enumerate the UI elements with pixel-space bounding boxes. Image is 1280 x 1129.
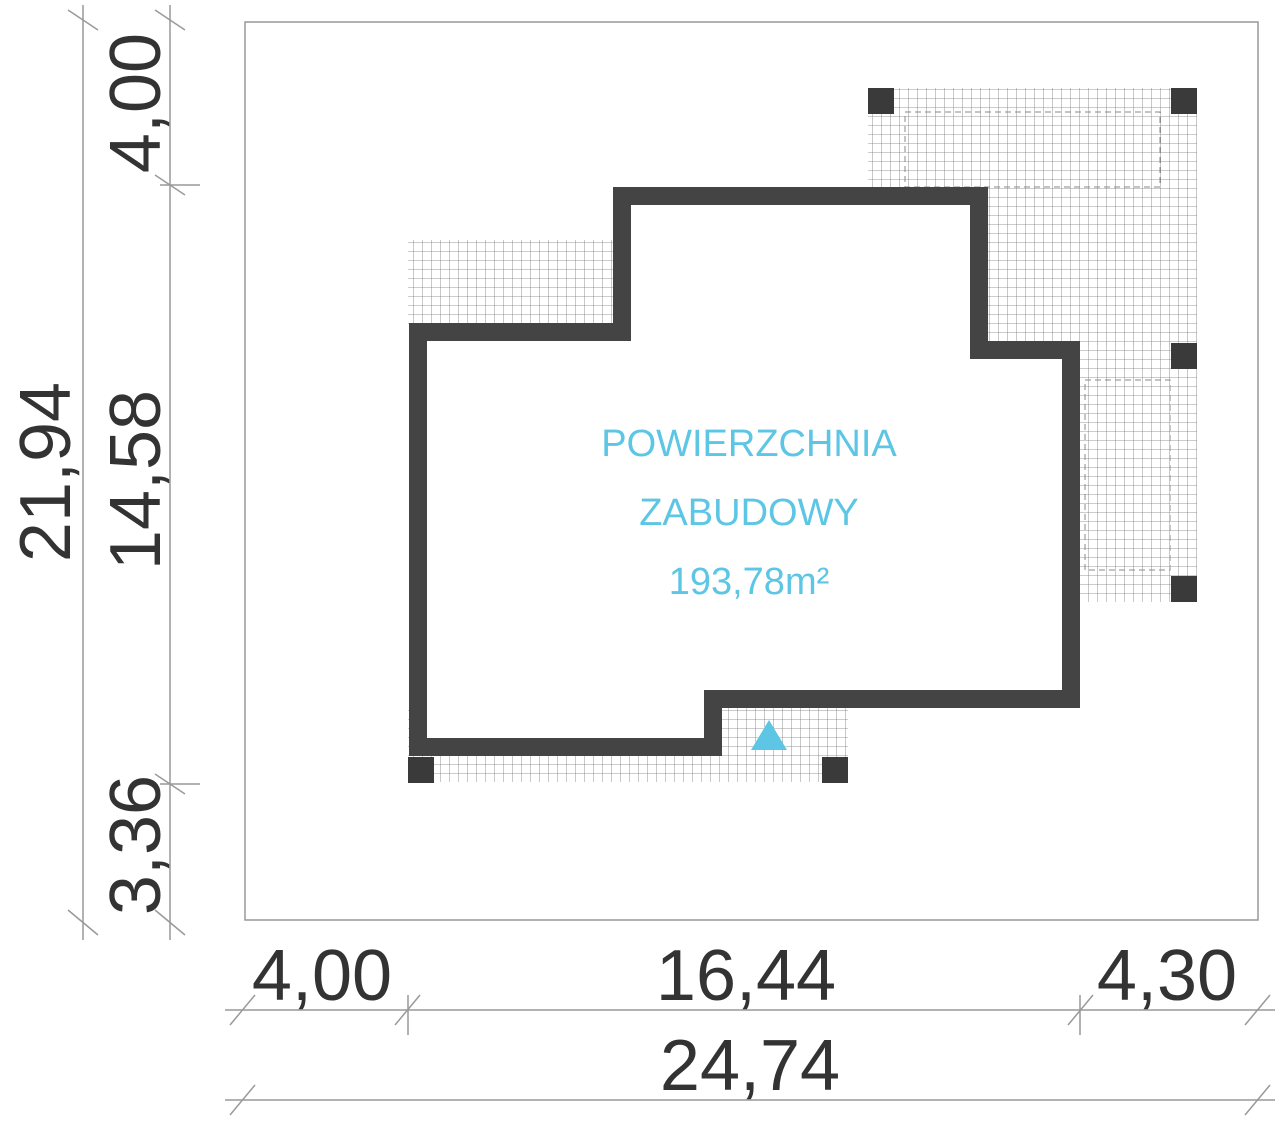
plot-boundary xyxy=(244,21,1259,921)
dimension: 4,30 xyxy=(1097,936,1237,1016)
dimension: 16,44 xyxy=(656,936,836,1016)
dimension: 4,00 xyxy=(96,33,176,173)
entrance-marker xyxy=(751,720,787,750)
stairs xyxy=(1084,379,1171,571)
stairs xyxy=(904,111,1161,188)
area-label: POWIERZCHNIA xyxy=(601,423,897,465)
dimension: 14,58 xyxy=(96,390,176,570)
columns xyxy=(408,88,1197,783)
terrace xyxy=(408,240,613,325)
dimension: 4,00 xyxy=(252,936,392,1016)
terrace xyxy=(1080,343,1197,602)
dimension: 3,36 xyxy=(96,775,176,915)
area-value: 193,78m² xyxy=(669,561,830,603)
dimension-total: 24,74 xyxy=(660,1026,840,1106)
dimension-total: 21,94 xyxy=(6,382,86,562)
dimension-lines xyxy=(67,5,1275,1116)
area-label: ZABUDOWY xyxy=(639,492,859,534)
building-outline xyxy=(409,187,1080,756)
